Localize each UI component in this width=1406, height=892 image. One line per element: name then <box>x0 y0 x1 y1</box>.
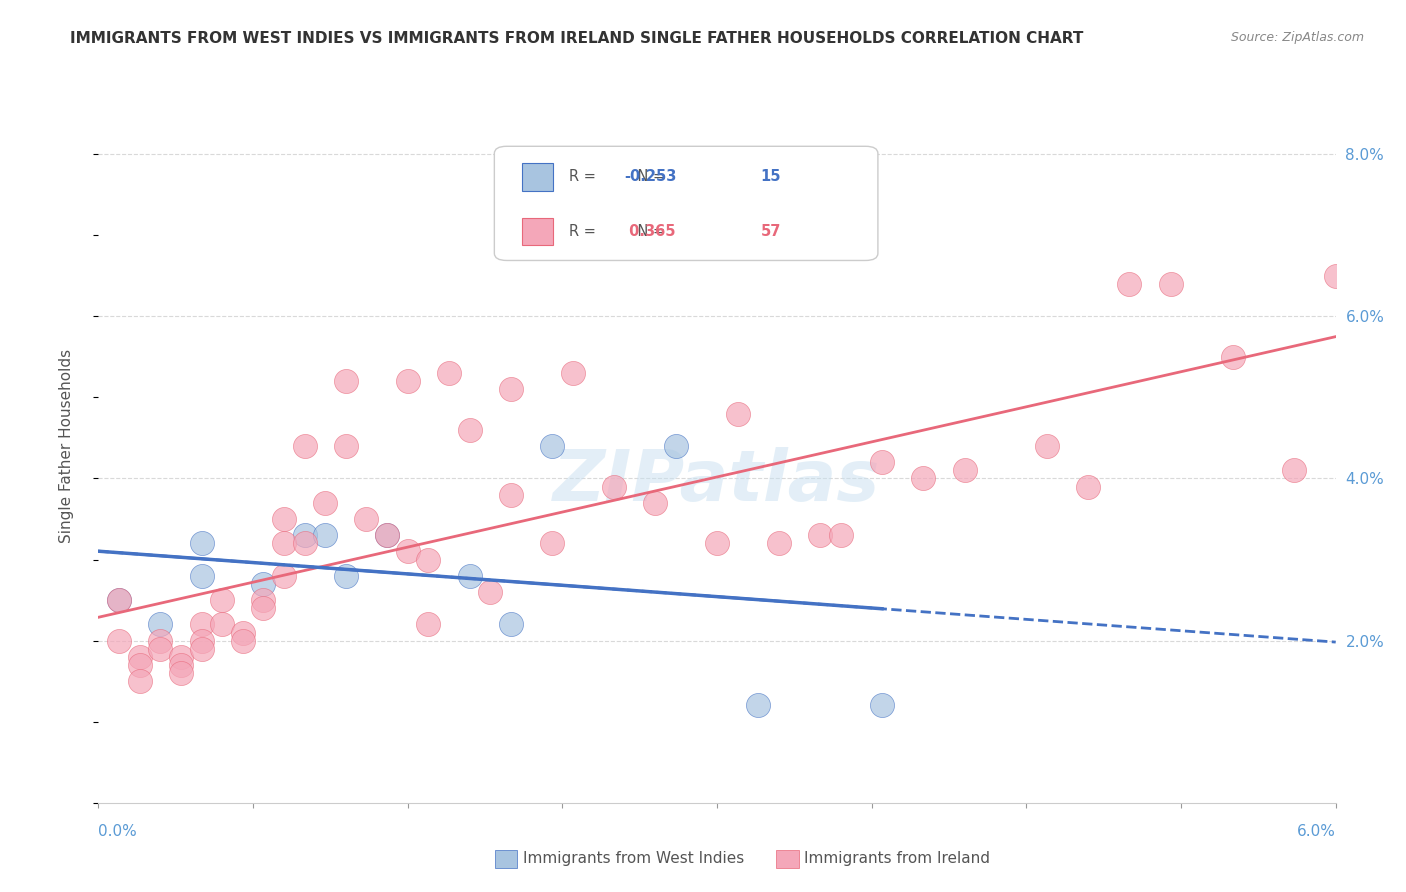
Point <box>149 641 172 656</box>
FancyBboxPatch shape <box>495 146 877 260</box>
Point <box>108 593 131 607</box>
Point <box>211 593 233 607</box>
Point <box>170 666 193 681</box>
Point <box>912 471 935 485</box>
Bar <box>522 163 553 191</box>
Point <box>190 536 212 550</box>
Point <box>294 536 316 550</box>
Point <box>1160 277 1182 291</box>
Point <box>706 536 728 550</box>
Point <box>396 544 419 558</box>
Point <box>170 649 193 664</box>
Point <box>356 512 378 526</box>
Text: R =         N =: R = N = <box>568 169 683 185</box>
Point <box>1118 277 1140 291</box>
Point <box>644 496 666 510</box>
Text: R =         N =: R = N = <box>568 224 683 239</box>
Point <box>396 374 419 388</box>
Text: 6.0%: 6.0% <box>1296 824 1336 839</box>
Point <box>437 366 460 380</box>
Point <box>294 528 316 542</box>
Point <box>1324 268 1347 283</box>
Text: 0.0%: 0.0% <box>98 824 138 839</box>
Point <box>499 488 522 502</box>
Point <box>252 601 274 615</box>
Point <box>190 641 212 656</box>
Bar <box>522 218 553 244</box>
Point <box>190 568 212 582</box>
Point <box>273 536 295 550</box>
Point <box>1284 463 1306 477</box>
Point <box>108 633 131 648</box>
Text: 0.365: 0.365 <box>624 224 676 239</box>
Point <box>830 528 852 542</box>
Point <box>747 698 769 713</box>
Text: Source: ZipAtlas.com: Source: ZipAtlas.com <box>1230 31 1364 45</box>
Point <box>108 593 131 607</box>
Point <box>273 568 295 582</box>
Point <box>128 649 150 664</box>
Text: IMMIGRANTS FROM WEST INDIES VS IMMIGRANTS FROM IRELAND SINGLE FATHER HOUSEHOLDS : IMMIGRANTS FROM WEST INDIES VS IMMIGRANT… <box>70 31 1084 46</box>
Point <box>375 528 398 542</box>
Point <box>294 439 316 453</box>
Point <box>458 568 481 582</box>
Point <box>314 496 336 510</box>
Point <box>190 633 212 648</box>
Text: Immigrants from Ireland: Immigrants from Ireland <box>804 852 990 866</box>
Point <box>1036 439 1059 453</box>
Text: -0.253: -0.253 <box>624 169 676 185</box>
Point <box>541 439 564 453</box>
Y-axis label: Single Father Households: Single Father Households <box>59 349 73 543</box>
Text: 15: 15 <box>761 169 780 185</box>
Point <box>252 593 274 607</box>
Point <box>768 536 790 550</box>
Point <box>232 625 254 640</box>
Point <box>335 374 357 388</box>
Point <box>232 633 254 648</box>
Text: Immigrants from West Indies: Immigrants from West Indies <box>523 852 744 866</box>
Point <box>870 455 893 469</box>
Text: ZIPatlas: ZIPatlas <box>554 447 880 516</box>
Point <box>499 382 522 396</box>
Point <box>561 366 583 380</box>
Point <box>479 585 502 599</box>
Point <box>314 528 336 542</box>
Point <box>128 674 150 689</box>
Point <box>418 617 440 632</box>
Point <box>252 577 274 591</box>
Point <box>953 463 976 477</box>
Point <box>1077 479 1099 493</box>
Point <box>541 536 564 550</box>
Point <box>149 617 172 632</box>
Point <box>808 528 831 542</box>
Point <box>1222 350 1244 364</box>
Point <box>603 479 626 493</box>
Point <box>149 633 172 648</box>
Point <box>273 512 295 526</box>
Point <box>128 657 150 672</box>
Point <box>375 528 398 542</box>
Point <box>170 657 193 672</box>
Point <box>190 617 212 632</box>
Point <box>211 617 233 632</box>
Point <box>665 439 688 453</box>
Point <box>335 439 357 453</box>
Point <box>418 552 440 566</box>
Point <box>458 423 481 437</box>
Point <box>499 617 522 632</box>
Text: 57: 57 <box>761 224 780 239</box>
Point <box>335 568 357 582</box>
Point <box>870 698 893 713</box>
Point <box>727 407 749 421</box>
